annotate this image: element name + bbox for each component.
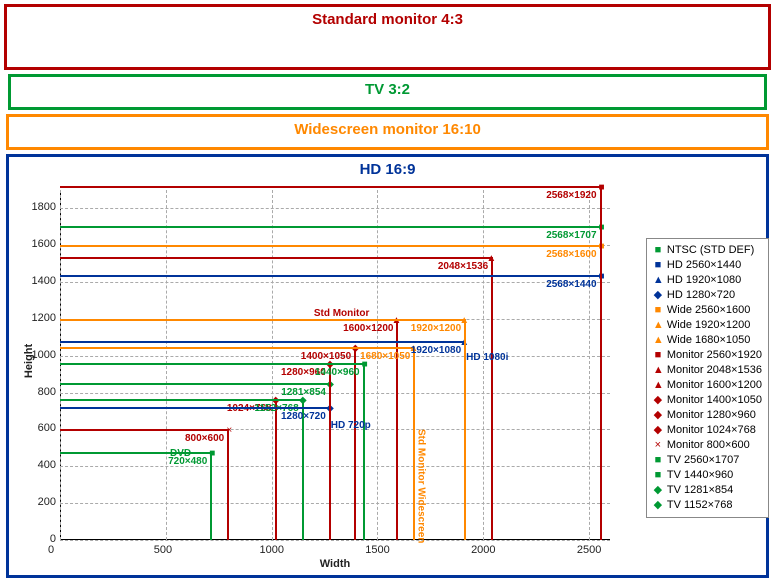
legend-marker-icon: ■ <box>653 258 663 273</box>
legend-item: ◆ HD 1280×720 <box>653 288 762 303</box>
chart-legend: ■ NTSC (STD DEF) ■ HD 2560×1440 ▲ HD 1920×108… <box>646 238 769 518</box>
legend-marker-icon: ◆ <box>653 408 663 423</box>
marker-icon: ■ <box>598 183 604 193</box>
y-tick: 200 <box>38 496 56 508</box>
legend-marker-icon: ■ <box>653 453 663 468</box>
legend-marker-icon: ▲ <box>653 273 663 288</box>
legend-item: ◆ Monitor 1400×1050 <box>653 393 762 408</box>
legend-label: TV 1440×960 <box>667 468 733 483</box>
legend-label: Monitor 800×600 <box>667 438 750 453</box>
x-tick: 2500 <box>577 544 601 556</box>
legend-label: Monitor 2560×1920 <box>667 348 762 363</box>
legend-item: ▲ Monitor 2048×1536 <box>653 363 762 378</box>
resolution-rect: ■2568×1920 <box>60 186 602 540</box>
legend-item: ▲ Wide 1680×1050 <box>653 333 762 348</box>
chart-annotation: Std Monitor <box>314 308 370 319</box>
legend-item: ▲ Monitor 1600×1200 <box>653 378 762 393</box>
legend-label: TV 2560×1707 <box>667 453 739 468</box>
y-tick: 1400 <box>32 275 56 287</box>
legend-item: ◆ TV 1281×854 <box>653 483 762 498</box>
category-label: Standard monitor 4:3 <box>312 11 463 28</box>
resolution-chart: 0200400600800100012001400160018000500100… <box>60 190 610 540</box>
legend-item: ■ TV 2560×1707 <box>653 453 762 468</box>
legend-item: ■ Wide 2560×1600 <box>653 303 762 318</box>
category-tv-32: TV 3:2 <box>8 74 767 110</box>
category-label: HD 16:9 <box>360 161 416 178</box>
x-tick: 0 <box>48 544 54 556</box>
resolution-label: 2568×1920 <box>546 190 596 201</box>
legend-marker-icon: × <box>653 438 663 453</box>
legend-marker-icon: ▲ <box>653 363 663 378</box>
legend-item: ▲ Wide 1920×1200 <box>653 318 762 333</box>
legend-label: Wide 1680×1050 <box>667 333 750 348</box>
category-std-43: Standard monitor 4:3 <box>4 4 771 70</box>
y-tick: 1600 <box>32 238 56 250</box>
legend-marker-icon: ◆ <box>653 483 663 498</box>
legend-label: HD 1920×1080 <box>667 273 741 288</box>
y-tick: 800 <box>38 386 56 398</box>
chart-annotation: HD 720p <box>331 420 371 431</box>
legend-marker-icon: ◆ <box>653 288 663 303</box>
y-tick: 400 <box>38 459 56 471</box>
legend-item: ◆ Monitor 1280×960 <box>653 408 762 423</box>
legend-marker-icon: ▲ <box>653 378 663 393</box>
gridline-h <box>60 540 610 541</box>
legend-label: Monitor 1280×960 <box>667 408 756 423</box>
legend-item: ◆ TV 1152×768 <box>653 498 762 513</box>
category-label: TV 3:2 <box>365 81 410 98</box>
legend-item: ■ HD 2560×1440 <box>653 258 762 273</box>
legend-label: TV 1281×854 <box>667 483 733 498</box>
legend-label: TV 1152×768 <box>667 498 733 513</box>
x-tick: 500 <box>154 544 172 556</box>
legend-label: Monitor 1400×1050 <box>667 393 762 408</box>
y-tick: 600 <box>38 422 56 434</box>
legend-label: Monitor 2048×1536 <box>667 363 762 378</box>
y-tick: 1000 <box>32 349 56 361</box>
legend-marker-icon: ■ <box>653 348 663 363</box>
x-tick: 1500 <box>365 544 389 556</box>
legend-marker-icon: ■ <box>653 468 663 483</box>
legend-marker-icon: ■ <box>653 243 663 258</box>
y-tick: 1200 <box>32 312 56 324</box>
x-axis-label: Width <box>60 558 610 570</box>
y-axis-label: Height <box>23 344 35 378</box>
y-tick: 1800 <box>32 201 56 213</box>
chart-annotation: HD 1080i <box>466 352 508 363</box>
legend-marker-icon: ▲ <box>653 318 663 333</box>
legend-item: ■ NTSC (STD DEF) <box>653 243 762 258</box>
legend-item: ▲ HD 1920×1080 <box>653 273 762 288</box>
x-tick: 1000 <box>260 544 284 556</box>
category-label: Widescreen monitor 16:10 <box>294 121 481 138</box>
legend-marker-icon: ▲ <box>653 333 663 348</box>
legend-marker-icon: ◆ <box>653 393 663 408</box>
legend-item: ■ TV 1440×960 <box>653 468 762 483</box>
legend-label: HD 2560×1440 <box>667 258 741 273</box>
chart-annotation: DVD <box>170 448 191 459</box>
legend-marker-icon: ■ <box>653 303 663 318</box>
resolution-diagram: Standard monitor 4:3 TV 3:2 Widescreen m… <box>0 0 775 583</box>
x-tick: 2000 <box>471 544 495 556</box>
legend-item: ◆ Monitor 1024×768 <box>653 423 762 438</box>
chart-annotation: Std Monitor Widescreen <box>415 429 426 543</box>
legend-item: × Monitor 800×600 <box>653 438 762 453</box>
legend-marker-icon: ◆ <box>653 423 663 438</box>
legend-marker-icon: ◆ <box>653 498 663 513</box>
legend-label: NTSC (STD DEF) <box>667 243 754 258</box>
category-wide-1610: Widescreen monitor 16:10 <box>6 114 769 150</box>
legend-label: Wide 1920×1200 <box>667 318 750 333</box>
legend-label: Monitor 1600×1200 <box>667 378 762 393</box>
legend-label: HD 1280×720 <box>667 288 735 303</box>
legend-label: Wide 2560×1600 <box>667 303 750 318</box>
legend-label: Monitor 1024×768 <box>667 423 756 438</box>
legend-item: ■ Monitor 2560×1920 <box>653 348 762 363</box>
